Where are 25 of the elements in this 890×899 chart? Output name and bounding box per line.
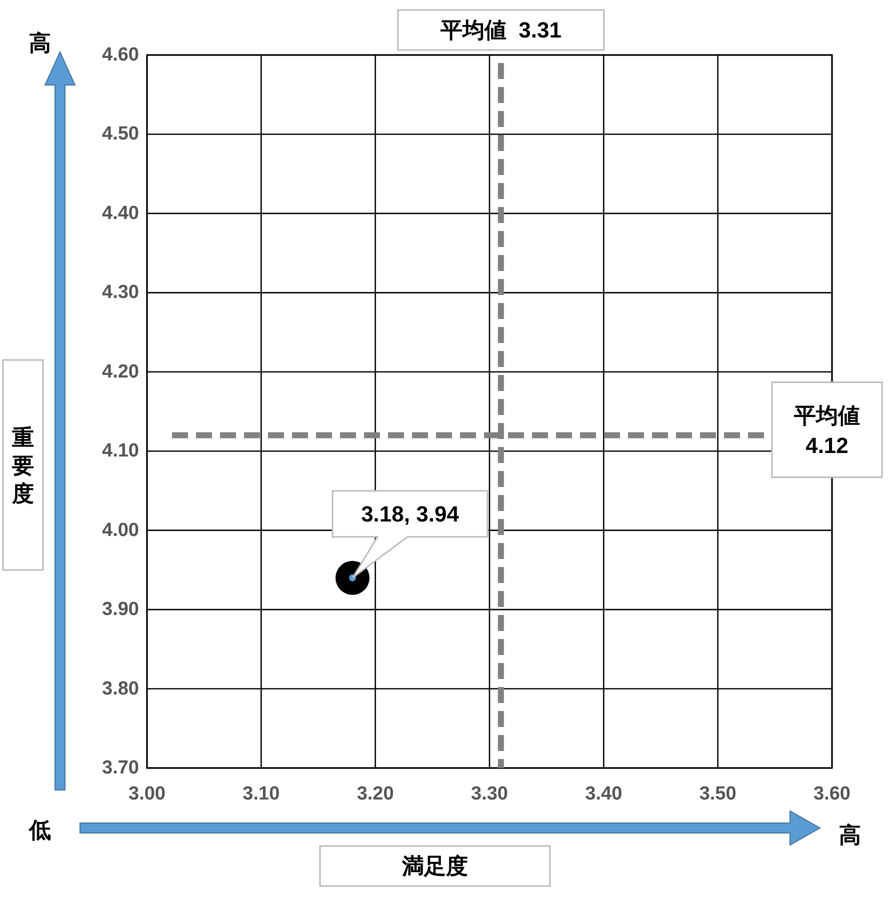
y-tick-label: 4.40 bbox=[102, 202, 139, 224]
ref-line-label: 平均値 4.12 bbox=[793, 402, 860, 458]
x-tick-label: 3.60 bbox=[814, 784, 850, 804]
x-axis-title: 満足度 bbox=[401, 854, 468, 878]
y-tick-label: 4.50 bbox=[102, 124, 139, 145]
x-tick-label: 3.10 bbox=[242, 784, 280, 804]
y-tick-label: 4.20 bbox=[102, 361, 139, 382]
y-tick-label: 4.00 bbox=[102, 520, 139, 541]
ref-line-label: 平均値 3.31 bbox=[439, 18, 562, 42]
x-tick-label: 3.20 bbox=[356, 784, 394, 804]
annotation: 高 bbox=[839, 822, 861, 848]
annotation: 低 bbox=[29, 818, 51, 842]
y-tick-label: 4.30 bbox=[102, 282, 139, 304]
x-tick-label: 3.50 bbox=[699, 784, 736, 804]
ylabel: 重要度 bbox=[12, 424, 34, 506]
data-label: 3.18, 3.94 bbox=[361, 501, 459, 526]
y-tick-label: 4.60 bbox=[102, 44, 139, 66]
annotation: 高 bbox=[29, 30, 51, 56]
y-tick-label: 4.10 bbox=[102, 440, 139, 462]
y-tick-label: 3.70 bbox=[102, 758, 139, 778]
x-tick-label: 3.40 bbox=[585, 784, 622, 804]
x-tick-label: 3.30 bbox=[471, 784, 508, 804]
y-tick-label: 3.90 bbox=[102, 599, 139, 620]
y-tick-label: 3.80 bbox=[102, 678, 139, 700]
x-tick-label: 3.00 bbox=[128, 784, 166, 804]
